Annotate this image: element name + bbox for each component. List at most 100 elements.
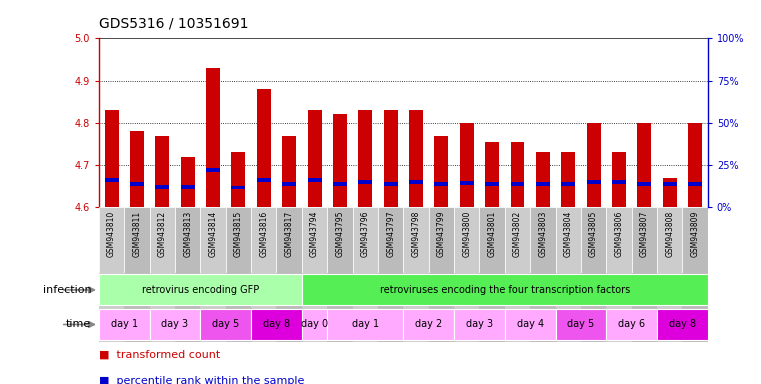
Bar	[150, 207, 175, 273]
Text: GSM943796: GSM943796	[361, 210, 370, 257]
Bar	[302, 207, 327, 273]
Bar	[638, 182, 651, 186]
Text: GSM943816: GSM943816	[260, 210, 269, 257]
Text: day 3: day 3	[161, 319, 189, 329]
Bar	[226, 307, 251, 342]
Bar	[435, 182, 448, 186]
Bar	[428, 273, 454, 307]
Bar	[302, 309, 327, 340]
Bar	[99, 307, 124, 342]
Bar	[486, 182, 499, 186]
Text: ■  percentile rank within the sample: ■ percentile rank within the sample	[99, 376, 304, 384]
Text: GSM943801: GSM943801	[488, 210, 497, 257]
Bar	[327, 309, 403, 340]
Text: day 0: day 0	[301, 319, 328, 329]
Bar	[99, 207, 124, 273]
Bar	[124, 273, 150, 307]
Bar	[307, 110, 322, 207]
Bar	[657, 207, 683, 273]
Bar	[358, 180, 372, 184]
Bar	[657, 309, 708, 340]
Bar	[302, 307, 327, 342]
Bar	[530, 273, 556, 307]
Bar	[479, 307, 505, 342]
Text: day 8: day 8	[669, 319, 696, 329]
Bar	[352, 273, 378, 307]
Text: GSM943797: GSM943797	[386, 210, 395, 257]
Bar	[251, 307, 276, 342]
Bar	[505, 273, 530, 307]
Bar	[105, 178, 119, 182]
Bar	[403, 273, 428, 307]
Text: GSM943812: GSM943812	[158, 210, 167, 257]
Bar	[530, 307, 556, 342]
Bar	[200, 207, 226, 273]
Bar	[511, 182, 524, 186]
Bar	[231, 185, 245, 189]
Bar	[657, 307, 683, 342]
Bar	[403, 309, 454, 340]
Text: day 5: day 5	[212, 319, 240, 329]
Bar	[99, 273, 124, 307]
Bar	[683, 307, 708, 342]
Bar	[155, 136, 169, 207]
Bar	[556, 307, 581, 342]
Text: GSM943808: GSM943808	[665, 210, 674, 257]
Bar	[612, 180, 626, 184]
Bar	[505, 309, 556, 340]
Bar	[428, 307, 454, 342]
Bar	[384, 110, 397, 207]
Bar	[505, 307, 530, 342]
Text: GSM943806: GSM943806	[614, 210, 623, 257]
Bar	[556, 273, 581, 307]
Bar	[683, 207, 708, 273]
Text: GSM943813: GSM943813	[183, 210, 193, 257]
Bar	[276, 307, 302, 342]
Bar	[683, 273, 708, 307]
Text: GSM943799: GSM943799	[437, 210, 446, 257]
Bar	[150, 309, 200, 340]
Text: GSM943810: GSM943810	[107, 210, 116, 257]
Text: GSM943794: GSM943794	[310, 210, 319, 257]
Bar	[454, 273, 479, 307]
Bar	[99, 274, 302, 306]
Bar	[256, 89, 271, 207]
Text: day 8: day 8	[263, 319, 290, 329]
Bar	[657, 273, 683, 307]
Bar	[556, 207, 581, 273]
Text: GDS5316 / 10351691: GDS5316 / 10351691	[99, 17, 248, 31]
Bar	[409, 110, 423, 207]
Text: day 2: day 2	[415, 319, 442, 329]
Bar	[130, 182, 144, 186]
Bar	[282, 182, 296, 186]
Bar	[150, 307, 175, 342]
Bar	[632, 207, 657, 273]
Bar	[200, 307, 226, 342]
Text: GSM943811: GSM943811	[132, 210, 142, 257]
Text: day 4: day 4	[517, 319, 543, 329]
Bar	[130, 131, 144, 207]
Text: GSM943800: GSM943800	[462, 210, 471, 257]
Bar	[181, 157, 195, 207]
Bar	[607, 307, 632, 342]
Text: day 6: day 6	[618, 319, 645, 329]
Bar	[460, 123, 473, 207]
Bar	[105, 110, 119, 207]
Bar	[206, 168, 220, 172]
Bar	[302, 273, 327, 307]
Bar	[175, 207, 200, 273]
Bar	[378, 207, 403, 273]
Bar	[276, 273, 302, 307]
Text: GSM943817: GSM943817	[285, 210, 294, 257]
Text: GSM943815: GSM943815	[234, 210, 243, 257]
Text: infection: infection	[43, 285, 91, 295]
Bar	[251, 273, 276, 307]
Text: GSM943804: GSM943804	[564, 210, 573, 257]
Bar	[175, 273, 200, 307]
Bar	[352, 307, 378, 342]
Bar	[99, 309, 150, 340]
Text: GSM943802: GSM943802	[513, 210, 522, 257]
Text: day 3: day 3	[466, 319, 493, 329]
Bar	[505, 207, 530, 273]
Text: day 1: day 1	[352, 319, 379, 329]
